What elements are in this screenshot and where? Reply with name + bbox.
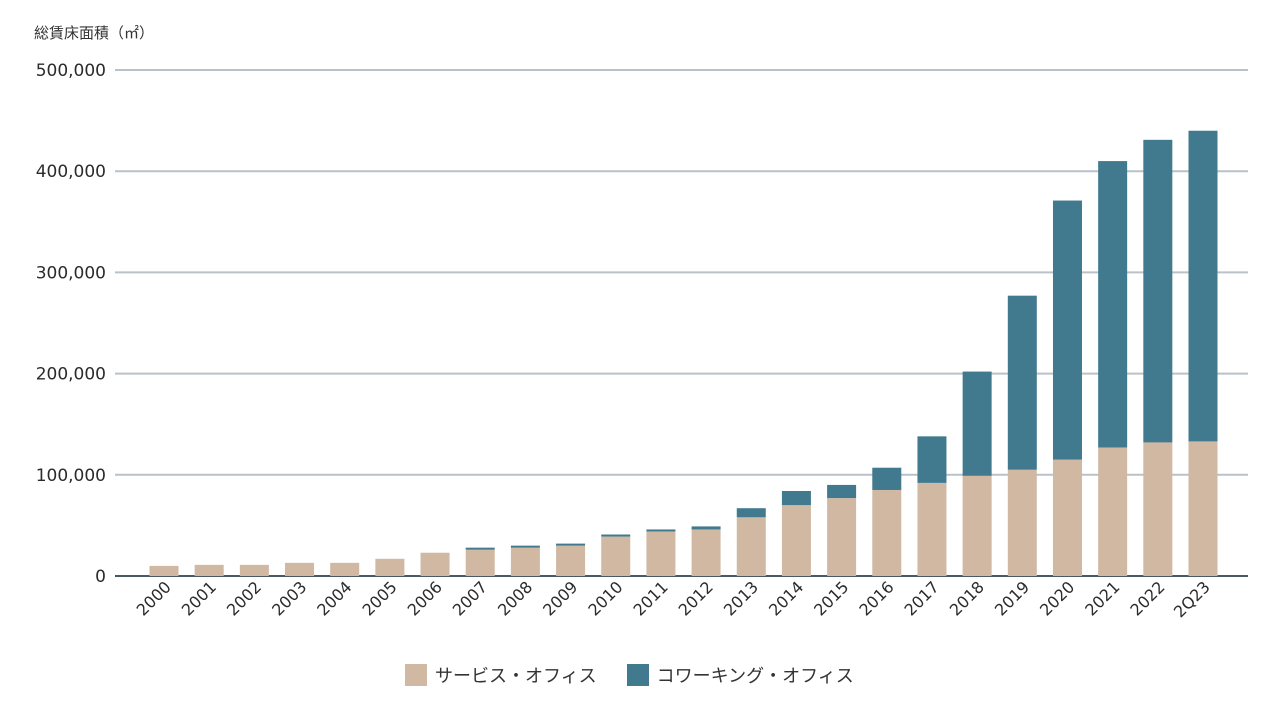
bar-coworking-office-2013 (736, 508, 766, 518)
bar-service-office-2018 (962, 475, 992, 576)
legend-item-coworking-office: コワーキング・オフィス (626, 662, 854, 688)
y-tick-label: 400,000 (36, 162, 106, 182)
x-tick-label: 2005 (358, 577, 400, 619)
y-tick-label: 100,000 (36, 466, 106, 486)
bar-service-office-2003 (285, 562, 315, 576)
bar-coworking-office-2022 (1143, 139, 1173, 443)
x-tick-label: 2018 (946, 577, 988, 619)
bar-coworking-office-2017 (917, 436, 947, 483)
bar-service-office-2014 (781, 505, 811, 576)
x-tick-label: 2011 (630, 577, 672, 619)
bar-coworking-office-2011 (646, 529, 676, 532)
bar-service-office-2021 (1098, 447, 1128, 576)
y-tick-label: 300,000 (36, 263, 106, 283)
x-tick-label: 2009 (539, 577, 581, 619)
x-tick-label: 2019 (991, 577, 1033, 619)
bar-service-office-2019 (1007, 469, 1037, 576)
legend-swatch-coworking-office (626, 664, 649, 686)
bar-coworking-office-2021 (1098, 161, 1128, 448)
y-tick-label: 200,000 (36, 365, 106, 385)
bar-service-office-2010 (601, 536, 631, 576)
bar-coworking-office-2Q23 (1188, 130, 1218, 442)
x-tick-label: 2000 (133, 577, 175, 619)
x-tick-labels: 2000 2001 2002 2003 2004 2005 2006 2007 2008 2009… (133, 577, 1214, 621)
bar-service-office-2007 (465, 549, 495, 576)
x-tick-label: 2017 (901, 577, 943, 619)
y-tick-label: 0 (95, 567, 106, 587)
x-tick-label: 2022 (1126, 577, 1168, 619)
bar-service-office-2013 (736, 517, 766, 576)
bars (149, 130, 1218, 576)
bar-service-office-2004 (330, 562, 360, 576)
bar-service-office-2016 (872, 489, 902, 576)
bar-service-office-2000 (149, 565, 179, 576)
bar-service-office-2011 (646, 531, 676, 576)
x-tick-label: 2012 (675, 577, 717, 619)
x-tick-label: 2020 (1036, 577, 1078, 619)
y-tick-label: 500,000 (36, 61, 106, 81)
bar-coworking-office-2018 (962, 371, 992, 476)
x-tick-label: 2010 (584, 577, 626, 619)
x-tick-label: 2013 (720, 577, 762, 619)
bar-coworking-office-2012 (691, 526, 721, 530)
bar-coworking-office-2009 (556, 543, 586, 546)
x-tick-label: 2001 (178, 577, 220, 619)
bar-coworking-office-2008 (510, 545, 540, 548)
bar-service-office-2015 (827, 498, 857, 576)
x-tick-label: 2007 (449, 577, 491, 619)
bar-service-office-2020 (1052, 459, 1082, 576)
bar-coworking-office-2014 (781, 490, 811, 506)
bar-service-office-2008 (510, 547, 540, 576)
legend-swatch-service-office (405, 664, 427, 686)
bar-service-office-2022 (1143, 442, 1173, 576)
x-tick-label: 2002 (223, 577, 265, 619)
legend-label-coworking-office: コワーキング・オフィス (656, 666, 854, 687)
x-tick-label: 2008 (494, 577, 536, 619)
x-tick-label: 2006 (404, 577, 446, 619)
legend: サービス・オフィス コワーキング・オフィス (405, 662, 884, 688)
x-tick-label: 2021 (1081, 577, 1123, 619)
x-tick-label: 2003 (268, 577, 310, 619)
bar-service-office-2001 (194, 564, 224, 576)
bar-service-office-2006 (420, 552, 450, 576)
bar-service-office-2Q23 (1188, 441, 1218, 576)
x-tick-label: 2016 (855, 577, 897, 619)
bar-coworking-office-2007 (465, 547, 495, 550)
x-tick-label: 2Q23 (1170, 577, 1214, 621)
y-tick-labels: 0 100,000 200,000 300,000 400,000 500,000 (36, 61, 106, 587)
y-axis-title: 総賃床面積（㎡） (34, 24, 155, 42)
x-tick-label: 2014 (765, 577, 807, 619)
x-tick-label: 2004 (313, 577, 355, 619)
bar-coworking-office-2010 (601, 534, 631, 537)
x-tick-label: 2015 (810, 577, 852, 619)
bar-service-office-2005 (375, 558, 405, 576)
bar-coworking-office-2020 (1052, 200, 1082, 460)
bar-service-office-2012 (691, 529, 721, 576)
bar-service-office-2009 (556, 545, 586, 576)
bar-service-office-2017 (917, 482, 947, 576)
bar-coworking-office-2019 (1007, 295, 1037, 470)
bar-service-office-2002 (239, 564, 269, 576)
legend-label-service-office: サービス・オフィス (435, 666, 597, 687)
bar-coworking-office-2016 (872, 467, 902, 490)
bar-coworking-office-2015 (827, 484, 857, 499)
legend-item-service-office: サービス・オフィス (405, 662, 597, 688)
